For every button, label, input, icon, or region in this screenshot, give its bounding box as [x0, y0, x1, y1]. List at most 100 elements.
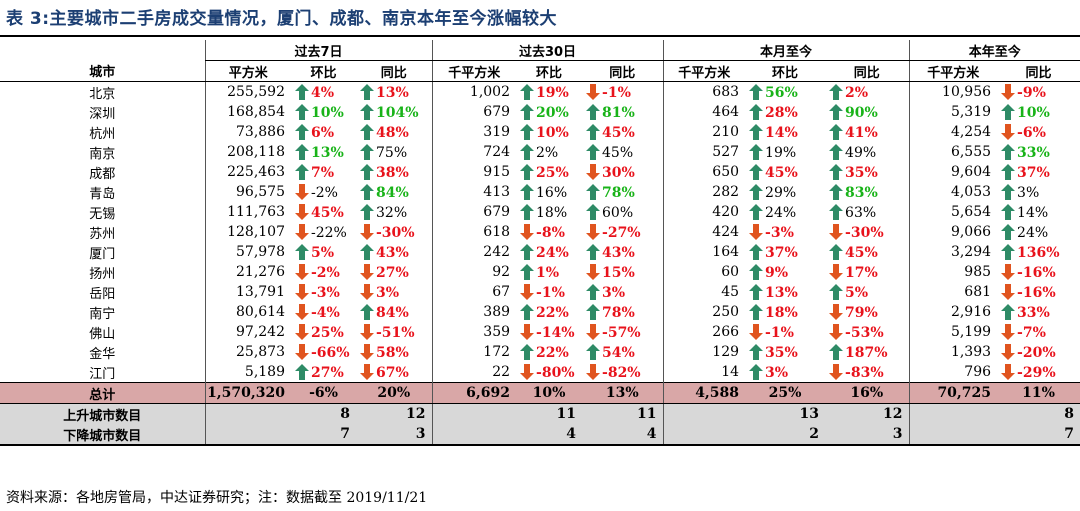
volume-value: 4,254 — [908, 122, 998, 142]
change-pct: 25% — [311, 324, 344, 341]
arrow-up-icon — [749, 183, 764, 200]
count-value: 3 — [356, 424, 433, 446]
city-name: 南宁 — [89, 306, 116, 322]
volume-value: 80,614 — [204, 302, 291, 322]
change-pct: 56% — [765, 84, 798, 101]
total-value: 1,570,320 — [204, 382, 291, 404]
change-pct: 28% — [765, 104, 798, 121]
change-pct: 7% — [311, 164, 335, 181]
change-pct: 24% — [536, 244, 569, 261]
table-row: 厦门 57,978 5% 43% 242 24% 43% 164 37% 45% 3,294 136% — [0, 242, 1080, 262]
change-pct: 25% — [536, 164, 569, 181]
arrow-down-icon — [1001, 263, 1016, 280]
arrow-up-icon — [295, 83, 309, 100]
arrow-down-icon — [749, 323, 764, 340]
change-pct: 2% — [845, 84, 869, 101]
change-pct: 14% — [1017, 204, 1049, 221]
arrow-up-icon — [295, 123, 309, 140]
volume-value: 618 — [431, 222, 517, 242]
city-name: 南京 — [89, 146, 116, 162]
total-pct: 16% — [825, 382, 910, 404]
count-value: 7 — [291, 424, 356, 446]
change-pct: -1% — [765, 324, 794, 341]
change-pct: 10% — [311, 104, 344, 121]
change-pct: 29% — [765, 184, 797, 201]
change-pct: -7% — [1017, 324, 1046, 341]
change-pct: 83% — [845, 184, 878, 201]
change-pct: 38% — [376, 164, 409, 181]
arrow-up-icon — [749, 103, 764, 120]
change-pct: 45% — [765, 164, 798, 181]
volume-value: 464 — [662, 102, 746, 122]
count-value: 4 — [582, 424, 664, 446]
arrow-down-icon — [749, 223, 764, 240]
arrow-up-icon — [295, 143, 309, 160]
arrow-down-icon — [295, 223, 309, 240]
change-pct: 14% — [765, 124, 798, 141]
up-count-label: 上升城市数目 — [0, 403, 205, 424]
header-mom: 环比 — [745, 60, 826, 82]
arrow-down-icon — [829, 363, 844, 380]
change-pct: 17% — [845, 264, 878, 281]
arrow-down-icon — [829, 303, 844, 320]
volume-value: 915 — [431, 162, 517, 182]
arrow-up-icon — [360, 183, 374, 200]
volume-value: 679 — [431, 102, 517, 122]
arrow-up-icon — [586, 343, 601, 360]
city-name: 成都 — [89, 166, 116, 182]
arrow-up-icon — [829, 103, 844, 120]
change-pct: 187% — [845, 344, 888, 361]
group-7d: 过去7日 — [204, 40, 433, 61]
arrow-down-icon — [360, 263, 374, 280]
arrow-down-icon — [295, 303, 309, 320]
arrow-down-icon — [295, 323, 309, 340]
volume-value: 3,294 — [908, 242, 998, 262]
change-pct: -1% — [536, 284, 565, 301]
header-mom: 环比 — [516, 60, 583, 82]
volume-value: 724 — [431, 142, 517, 162]
change-pct: 19% — [536, 84, 569, 101]
city-name: 扬州 — [89, 266, 116, 282]
arrow-down-icon — [520, 223, 535, 240]
arrow-up-icon — [520, 343, 535, 360]
change-pct: 104% — [376, 104, 419, 121]
change-pct: 45% — [845, 244, 878, 261]
table-row: 扬州 21,276 -2% 27% 92 1% 15% 60 9% 17% 985 -16% — [0, 262, 1080, 282]
volume-value: 57,978 — [204, 242, 291, 262]
volume-value: 413 — [431, 182, 517, 202]
arrow-up-icon — [295, 163, 309, 180]
volume-value: 985 — [908, 262, 998, 282]
arrow-up-icon — [829, 123, 844, 140]
arrow-up-icon — [829, 83, 844, 100]
arrow-up-icon — [1001, 103, 1016, 120]
city-name: 岳阳 — [89, 286, 116, 302]
arrow-up-icon — [829, 343, 844, 360]
change-pct: 19% — [765, 144, 797, 161]
arrow-up-icon — [749, 343, 764, 360]
city-name: 金华 — [89, 346, 116, 362]
arrow-down-icon — [295, 263, 309, 280]
group-30d: 过去30日 — [431, 40, 664, 61]
city-name: 佛山 — [89, 326, 116, 342]
table-row: 岳阳 13,791 -3% 3% 67 -1% 3% 45 13% 5% 681 -16% — [0, 282, 1080, 302]
arrow-down-icon — [295, 343, 309, 360]
volume-value: 164 — [662, 242, 746, 262]
arrow-down-icon — [1001, 83, 1016, 100]
arrow-up-icon — [520, 183, 535, 200]
change-pct: 84% — [376, 304, 409, 321]
total-pct: 25% — [745, 382, 826, 404]
change-pct: 43% — [602, 244, 635, 261]
change-pct: 5% — [845, 284, 869, 301]
volume-value: 242 — [431, 242, 517, 262]
change-pct: 22% — [536, 304, 569, 321]
volume-value: 25,873 — [204, 342, 291, 362]
change-pct: 33% — [1017, 144, 1050, 161]
volume-value: 420 — [662, 202, 746, 222]
change-pct: 20% — [536, 104, 569, 121]
change-pct: 3% — [376, 284, 400, 301]
arrow-up-icon — [295, 103, 309, 120]
arrow-up-icon — [586, 143, 601, 160]
arrow-up-icon — [520, 203, 535, 220]
volume-value: 208,118 — [204, 142, 291, 162]
arrow-up-icon — [749, 303, 764, 320]
